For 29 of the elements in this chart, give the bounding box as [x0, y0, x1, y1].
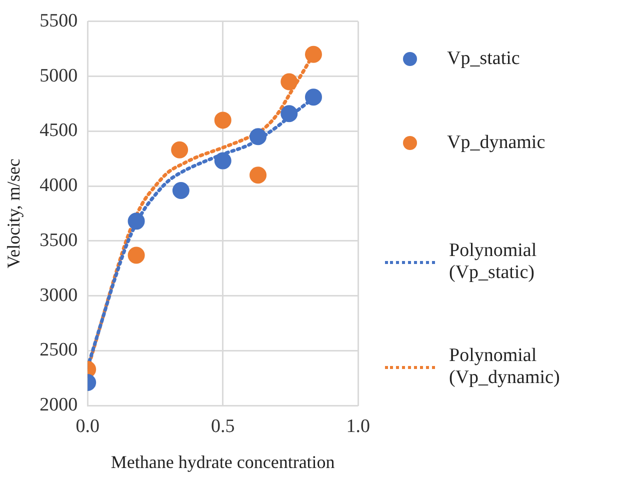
x-tick-label: 0.5: [210, 416, 235, 437]
y-tick-label: 3500: [40, 230, 78, 251]
point: [172, 182, 190, 199]
y-tick-label: 5500: [40, 10, 78, 32]
y-tick-label: 4500: [40, 120, 78, 142]
point: [304, 88, 322, 106]
point: [250, 166, 267, 184]
x-tick-label: 0.0: [76, 416, 100, 437]
legend-label: Polynomial (Vp_dynamic): [449, 345, 561, 389]
y-tick-label: 3000: [40, 284, 78, 306]
legend-label: Vp_static: [447, 48, 521, 70]
y-tick-label: 2000: [40, 394, 78, 416]
point: [280, 73, 298, 90]
y-tick-label: 5000: [40, 65, 78, 86]
y-tick-label: 2500: [40, 340, 78, 361]
y-axis-title: Velocity, m/sec: [4, 158, 24, 268]
point: [250, 128, 267, 146]
point: [214, 112, 232, 129]
x-axis-title: Methane hydrate concentration: [110, 452, 335, 472]
point: [171, 141, 188, 158]
x-tick-label: 1.0: [346, 416, 370, 437]
point: [304, 46, 322, 63]
legend-label: Polynomial (Vp_static): [449, 240, 538, 284]
point: [128, 212, 145, 230]
point: [128, 246, 145, 264]
legend-label: Vp_dynamic: [447, 132, 546, 154]
point: [280, 105, 298, 122]
point: [214, 152, 232, 170]
y-tick-label: 4000: [40, 175, 78, 196]
